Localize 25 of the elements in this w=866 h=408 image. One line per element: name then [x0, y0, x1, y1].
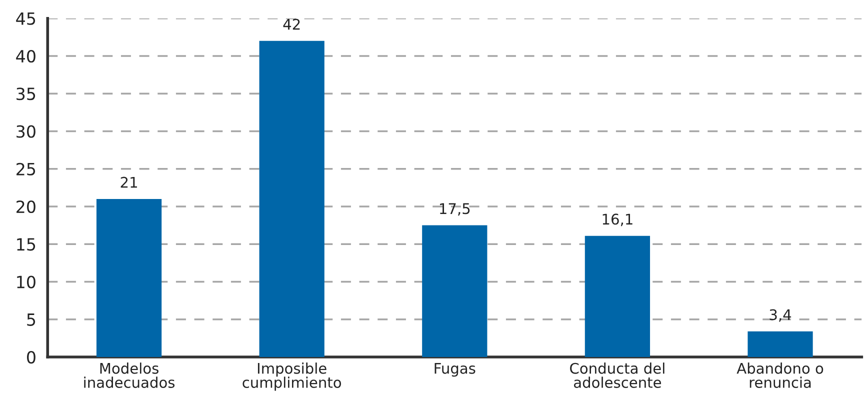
x-tick-label: Modelos inadecuados: [84, 362, 175, 388]
y-tick-label: 40: [16, 50, 36, 63]
x-tick-label: Abandono o renuncia: [736, 362, 824, 388]
data-label: 42: [283, 18, 300, 30]
bar: [584, 236, 650, 357]
data-label: 16,1: [602, 214, 632, 226]
data-label: 21: [120, 176, 137, 188]
y-tick-label: 30: [16, 125, 36, 138]
bar: [259, 40, 324, 357]
y-tick-label: 15: [17, 238, 36, 251]
y-tick-label: 10: [17, 276, 36, 288]
x-tick-label: Conducta del adolescente: [570, 362, 664, 388]
y-tick-label: 45: [16, 12, 36, 25]
bar: [96, 198, 162, 357]
y-tick-label: 35: [16, 88, 36, 100]
bar: [748, 331, 813, 357]
bar: [422, 225, 488, 357]
x-tick-label: Imposible cumplimiento: [242, 362, 342, 391]
y-tick-label: 20: [16, 200, 36, 214]
y-tick-label: 0: [27, 350, 36, 364]
data-label: 17,5: [440, 203, 470, 216]
x-tick-label: Fugas: [434, 363, 476, 377]
y-tick-label: 5: [27, 314, 36, 326]
data-label: 3,4: [770, 309, 792, 322]
y-tick-label: 25: [16, 162, 36, 176]
